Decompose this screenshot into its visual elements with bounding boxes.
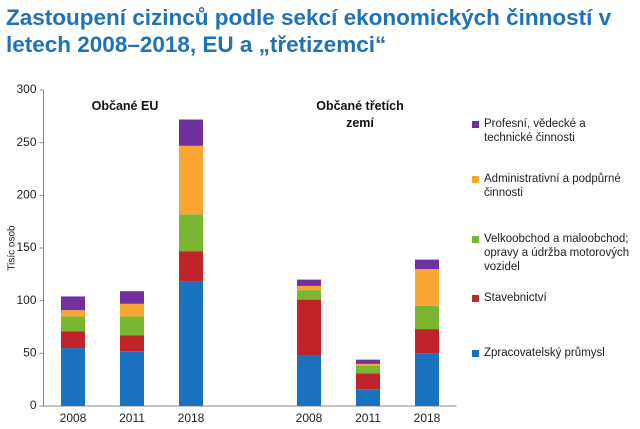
legend-label: Administrativní a podpůrné činnosti	[484, 173, 621, 199]
legend-swatch	[472, 295, 479, 302]
bar-segment	[415, 305, 439, 330]
x-tick-label: 2018	[414, 411, 441, 425]
bar-segment	[179, 214, 203, 252]
y-tick-label: 250	[16, 135, 36, 149]
group-label: Občané třetích zemí	[316, 99, 404, 130]
x-tick-label: 2011	[355, 411, 381, 425]
bar-segment	[297, 299, 321, 356]
legend-label: Stavebnictví	[484, 292, 547, 304]
bar-segment	[297, 355, 321, 406]
y-tick-label: 50	[23, 346, 37, 360]
bar-segment	[179, 251, 203, 282]
bar-segment	[179, 119, 203, 146]
bar-segment	[179, 281, 203, 406]
bar-segment	[120, 291, 144, 304]
legend-label: Zpracovatelský průmysl	[484, 347, 605, 359]
chart-title: Zastoupení cizinců podle sekcí ekonomick…	[6, 5, 612, 57]
y-tick-label: 150	[16, 240, 36, 254]
legend-label: Velkoobchod a maloobchod; opravy a údržb…	[484, 233, 630, 273]
legend-swatch	[472, 350, 479, 357]
legend-label: Profesní, vědecké a technické činnosti	[484, 118, 586, 144]
bar-segment	[356, 363, 380, 366]
x-tick-label: 2011	[119, 411, 145, 425]
bar-segment	[120, 351, 144, 406]
x-tick-label: 2008	[60, 411, 87, 425]
y-axis-label: Tisíc osob	[7, 225, 18, 271]
legend-swatch	[472, 176, 479, 183]
bar-segment	[356, 365, 380, 374]
legend-swatch	[472, 236, 479, 243]
y-tick-label: 300	[16, 82, 36, 96]
bar-segment	[61, 348, 85, 406]
bar-segment	[356, 389, 380, 406]
bar-segment	[120, 335, 144, 352]
bar-segment	[179, 145, 203, 215]
bar-segment	[415, 269, 439, 306]
y-tick-label: 100	[16, 293, 36, 307]
bar-segment	[297, 279, 321, 286]
bar-segment	[356, 359, 380, 364]
bar-segment	[61, 310, 85, 317]
group-label: Občané EU	[91, 99, 159, 113]
bar-segment	[415, 259, 439, 270]
y-tick-label: 200	[16, 188, 36, 202]
bar-segment	[297, 285, 321, 291]
bar-segment	[61, 316, 85, 332]
x-tick-label: 2018	[178, 411, 205, 425]
bar-segment	[415, 353, 439, 406]
bar-segment	[120, 303, 144, 317]
legend-swatch	[472, 121, 479, 128]
y-tick-label: 0	[30, 398, 37, 412]
bar-segment	[61, 296, 85, 311]
bar-segment	[415, 329, 439, 354]
bar-segment	[120, 316, 144, 336]
bar-segment	[61, 331, 85, 349]
bar-segment	[297, 290, 321, 300]
bar-segment	[356, 373, 380, 390]
x-tick-label: 2008	[296, 411, 323, 425]
